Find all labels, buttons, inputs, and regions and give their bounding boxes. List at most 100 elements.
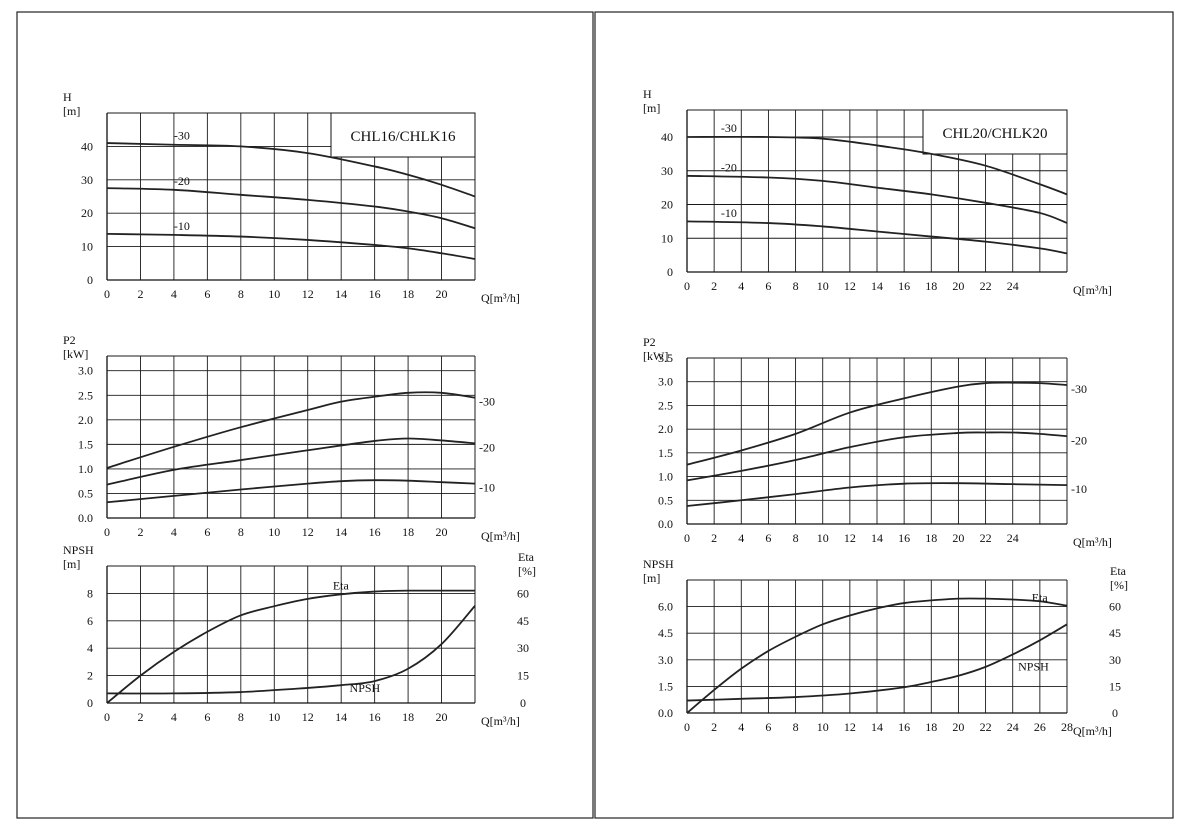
y-tick-label: 1.0 xyxy=(658,470,673,484)
series-label: -20 xyxy=(479,440,495,454)
y2-tick-label: 30 xyxy=(1109,653,1121,667)
x-tick-label: 10 xyxy=(817,720,829,734)
y-tick-label: 1.5 xyxy=(658,679,673,693)
chart-3: 0 2 4 6 8 10 12 14 16 18 20 0 2 4 6 8 0 15 30 45 60 Q[m³/h] NP… xyxy=(63,543,536,728)
x-tick-label: 0 xyxy=(104,525,110,539)
series-line-npsh xyxy=(106,605,476,695)
x-tick-label: 6 xyxy=(204,525,210,539)
y2-tick-label: 45 xyxy=(517,614,529,628)
x-tick-label: 2 xyxy=(711,279,717,293)
y-axis-label: NPSH xyxy=(643,557,674,571)
series-label: -10 xyxy=(1071,482,1087,496)
y-tick-label: 8 xyxy=(87,586,93,600)
y-tick-label: 10 xyxy=(81,240,93,254)
y2-tick-label: 30 xyxy=(517,641,529,655)
y-tick-label: 20 xyxy=(81,206,93,220)
x-tick-label: 18 xyxy=(925,720,937,734)
x-tick-label: 20 xyxy=(952,720,964,734)
x-tick-label: 18 xyxy=(402,710,414,724)
x-tick-label: 14 xyxy=(871,720,883,734)
y-tick-label: 40 xyxy=(81,139,93,153)
x-tick-label: 16 xyxy=(898,720,910,734)
series-line-20 xyxy=(686,174,1068,224)
y-tick-label: 3.5 xyxy=(658,351,673,365)
y-tick-label: 2 xyxy=(87,669,93,683)
x-tick-label: 4 xyxy=(171,525,177,539)
x-tick-label: 24 xyxy=(1007,720,1019,734)
series-line-20 xyxy=(686,431,1068,482)
title-box xyxy=(922,109,1068,155)
series-line-30 xyxy=(686,135,1068,196)
series-label: -10 xyxy=(174,219,190,233)
y2-tick-label: 15 xyxy=(1109,679,1121,693)
y-axis-label: NPSH xyxy=(63,543,94,557)
x-tick-label: 28 xyxy=(1061,720,1073,734)
x-tick-label: 14 xyxy=(335,525,347,539)
series-line-10 xyxy=(686,482,1068,507)
y2-tick-label: 0 xyxy=(520,696,526,710)
series-label: NPSH xyxy=(1018,659,1049,673)
series-line-30 xyxy=(106,391,476,469)
x-tick-label: 14 xyxy=(335,710,347,724)
y-tick-label: 6.0 xyxy=(658,600,673,614)
x-tick-label: 8 xyxy=(793,720,799,734)
series-line-npsh xyxy=(686,623,1068,702)
y-axis-unit: [m] xyxy=(63,104,80,118)
x-tick-label: 14 xyxy=(871,279,883,293)
x-tick-label: 0 xyxy=(684,531,690,545)
x-tick-label: 0 xyxy=(104,287,110,301)
x-tick-label: 8 xyxy=(793,531,799,545)
series-line-10 xyxy=(106,479,476,504)
y2-axis-unit: [%] xyxy=(1110,578,1128,592)
x-tick-label: 0 xyxy=(684,279,690,293)
series-line-30 xyxy=(106,142,476,198)
x-tick-label: 8 xyxy=(238,525,244,539)
y-tick-label: 4 xyxy=(87,641,93,655)
x-tick-label: 4 xyxy=(171,710,177,724)
y-tick-label: 2.5 xyxy=(78,388,93,402)
x-tick-label: 20 xyxy=(436,710,448,724)
chart-4: 0 2 4 6 8 10 12 14 16 18 20 22 24010203040Q[m³/h]H[m… xyxy=(643,87,1112,297)
y-tick-label: 2.0 xyxy=(658,422,673,436)
y-tick-label: 2.5 xyxy=(658,398,673,412)
series-label: -20 xyxy=(721,161,737,175)
title-box xyxy=(330,112,476,158)
x-tick-label: 4 xyxy=(738,720,744,734)
x-tick-label: 6 xyxy=(765,720,771,734)
y-tick-label: 3.0 xyxy=(78,364,93,378)
series-label: -20 xyxy=(1071,433,1087,447)
series-label: -30 xyxy=(479,395,495,409)
y2-tick-label: 0 xyxy=(1112,706,1118,720)
x-tick-label: 26 xyxy=(1034,720,1046,734)
y-tick-label: 20 xyxy=(661,198,673,212)
y-axis-unit: [m] xyxy=(643,571,660,585)
x-tick-label: 2 xyxy=(711,720,717,734)
x-axis-label: Q[m³/h] xyxy=(1073,535,1112,549)
x-tick-label: 12 xyxy=(302,710,314,724)
y-axis-unit: [m] xyxy=(63,557,80,571)
x-tick-label: 2 xyxy=(137,525,143,539)
y-axis-label: P2 xyxy=(643,335,656,349)
x-tick-label: 6 xyxy=(204,710,210,724)
x-tick-label: 4 xyxy=(171,287,177,301)
x-tick-label: 12 xyxy=(302,525,314,539)
y-tick-label: 0.5 xyxy=(658,493,673,507)
series-label: -30 xyxy=(1071,382,1087,396)
x-tick-label: 10 xyxy=(268,710,280,724)
y-tick-label: 40 xyxy=(661,130,673,144)
x-tick-label: 20 xyxy=(952,531,964,545)
x-tick-label: 14 xyxy=(871,531,883,545)
y2-axis-label: Eta xyxy=(518,550,535,564)
x-axis-label: Q[m³/h] xyxy=(481,529,520,543)
y-axis-unit: [m] xyxy=(643,101,660,115)
x-tick-label: 8 xyxy=(793,279,799,293)
x-tick-label: 22 xyxy=(980,720,992,734)
series-label: -10 xyxy=(721,206,737,220)
x-tick-label: 8 xyxy=(238,287,244,301)
x-tick-label: 18 xyxy=(402,287,414,301)
series-label: -20 xyxy=(174,174,190,188)
x-tick-label: 10 xyxy=(268,525,280,539)
y-tick-label: 1.5 xyxy=(78,437,93,451)
y-tick-label: 10 xyxy=(661,231,673,245)
